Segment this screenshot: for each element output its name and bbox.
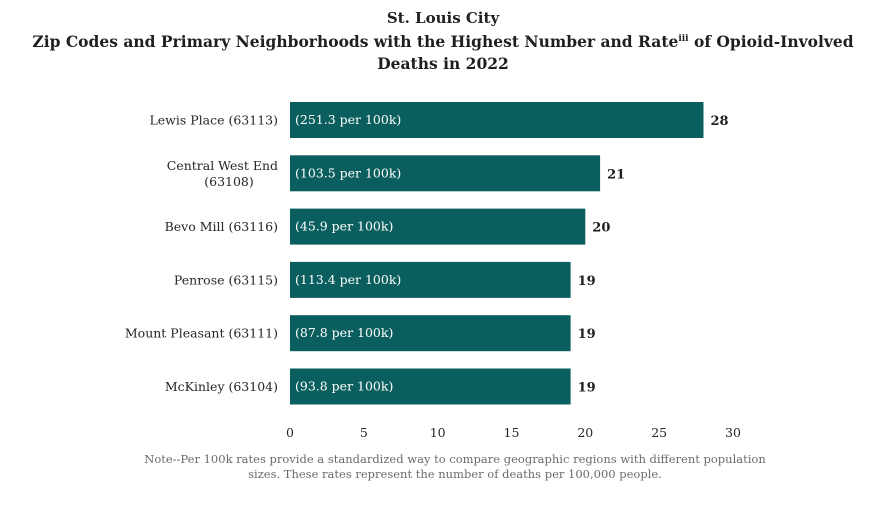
bar-rate-label: (251.3 per 100k) [295,112,401,127]
bar-value-label: 19 [578,327,596,342]
x-tick-label: 15 [504,425,520,440]
bar-rate-label: (45.9 per 100k) [295,219,393,234]
chart-title: St. Louis City Zip Codes and Primary Nei… [0,8,886,75]
bar [290,102,704,138]
bar-rate-label: (87.8 per 100k) [295,325,393,340]
bar-value-label: 19 [578,381,596,396]
bar-rate-label: (113.4 per 100k) [295,272,401,287]
bar [290,315,571,352]
bar [290,155,601,192]
category-label: Mount Pleasant (63111) [125,326,278,341]
bar-value-label: 19 [578,274,596,289]
category-label: Bevo Mill (63116) [165,219,278,234]
bar-rate-label: (103.5 per 100k) [295,165,401,180]
chart-note: Note--Per 100k rates provide a standardi… [144,452,766,481]
title-line-2-suffix: of Opioid-Involved Deaths in 2022 [377,32,854,74]
title-superscript: iii [678,34,689,44]
x-tick-label: 25 [651,425,667,440]
x-tick-label: 0 [286,425,294,440]
x-tick-label: 30 [725,425,741,440]
category-label: (63108) [204,174,254,189]
bar [290,261,571,298]
bar [290,208,586,245]
bar-rate-label: (93.8 per 100k) [295,379,393,394]
bar-value-label: 28 [711,114,729,129]
title-line-2: Zip Codes and Primary Neighborhoods with… [0,28,886,75]
title-line-1: St. Louis City [386,9,500,27]
category-label: Penrose (63115) [174,272,278,287]
title-line-2-text: Zip Codes and Primary Neighborhoods with… [32,32,679,52]
x-tick-label: 5 [360,425,368,440]
bar-value-label: 20 [592,221,610,236]
bar [290,368,571,405]
x-tick-label: 20 [577,425,593,440]
x-tick-label: 10 [430,425,446,440]
category-label: Lewis Place (63113) [149,113,278,128]
bar-value-label: 21 [607,167,625,182]
category-label: Central West End [167,158,278,173]
category-label: McKinley (63104) [165,379,278,394]
